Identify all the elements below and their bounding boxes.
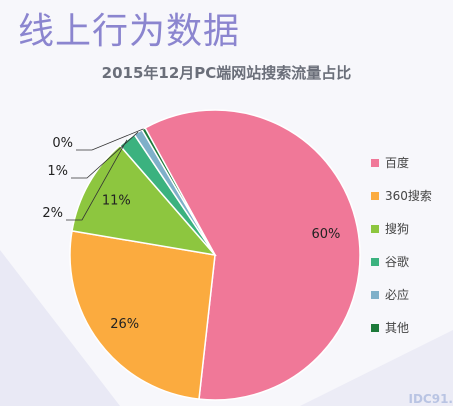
watermark: IDC91. xyxy=(408,392,453,406)
legend-label: 谷歌 xyxy=(385,255,410,269)
legend-swatch xyxy=(371,290,379,299)
pie-slice[interactable] xyxy=(144,109,361,401)
legend-label: 必应 xyxy=(385,288,410,302)
chart-title: 2015年12月PC端网站搜索流量占比 xyxy=(101,64,352,82)
legend-swatch xyxy=(371,224,379,233)
slice-label: 60% xyxy=(311,227,340,242)
legend-label: 搜狗 xyxy=(385,222,410,236)
legend-item-bing[interactable]: 必应 xyxy=(371,278,432,311)
legend-item-baidu[interactable]: 百度 xyxy=(371,146,432,179)
legend-item-google[interactable]: 谷歌 xyxy=(371,245,432,278)
pie-slice[interactable] xyxy=(69,230,216,400)
legend-label: 360搜索 xyxy=(385,189,432,203)
legend-item-360[interactable]: 360搜索 xyxy=(371,179,432,212)
legend-swatch xyxy=(371,191,379,200)
leader-line xyxy=(71,131,139,179)
legend-item-other[interactable]: 其他 xyxy=(371,311,432,344)
slice-label: 11% xyxy=(102,194,131,209)
legend-swatch xyxy=(371,257,379,266)
legend-item-sogou[interactable]: 搜狗 xyxy=(371,212,432,245)
leader-line xyxy=(66,139,128,221)
slice-label: 1% xyxy=(47,164,68,179)
pie-slice[interactable] xyxy=(71,144,217,257)
slice-label: 0% xyxy=(52,136,73,151)
legend-swatch xyxy=(371,158,379,167)
chart-legend: 百度 360搜索 搜狗 谷歌 必应 其他 xyxy=(371,146,432,344)
slice-label: 26% xyxy=(110,317,139,332)
legend-swatch xyxy=(371,323,379,332)
slice-label: 2% xyxy=(42,206,63,221)
legend-label: 其他 xyxy=(385,321,410,335)
legend-label: 百度 xyxy=(385,156,410,170)
page-title: 线上行为数据 xyxy=(18,11,241,52)
leader-line xyxy=(76,128,144,151)
